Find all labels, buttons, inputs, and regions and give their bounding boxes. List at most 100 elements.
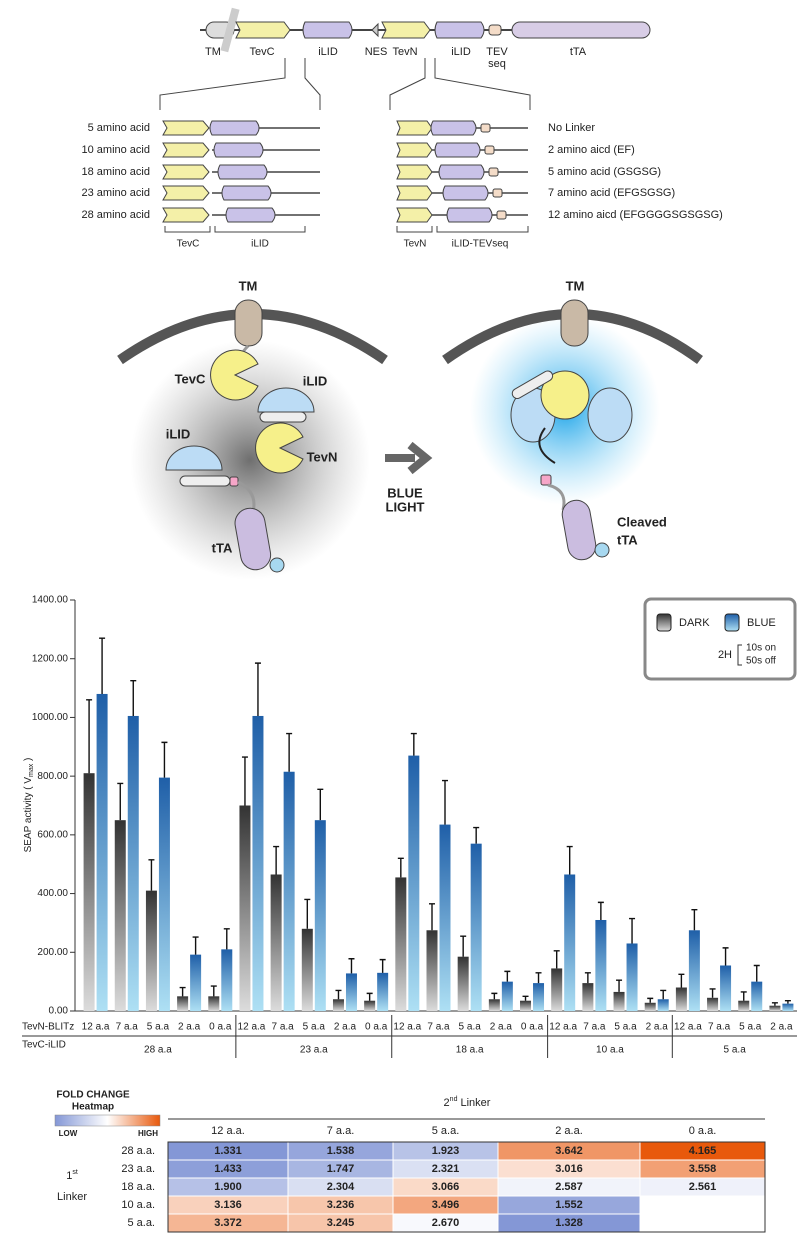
bar (675, 987, 687, 1011)
error-bar (335, 989, 342, 1000)
bar (314, 820, 326, 1011)
bar (332, 999, 344, 1011)
bar (457, 956, 469, 1011)
linker-construct (396, 142, 528, 158)
cell-value: 2.670 (432, 1217, 460, 1229)
cell-value: 2.321 (432, 1163, 460, 1175)
color-scale (54, 1114, 161, 1127)
construct-label: iLID (451, 46, 471, 58)
scale-high: HIGH (138, 1129, 158, 1138)
y-tick-label: 400.00 (37, 888, 68, 899)
linker-label: 10 amino acid (82, 144, 151, 156)
error-bar (429, 903, 435, 931)
x-tick-label: 7 a.a (708, 1022, 731, 1033)
y-tick-label: 1400.00 (32, 595, 69, 606)
x-tick-label: 2 a.a (770, 1022, 793, 1033)
x-tick-label: 5 a.a (147, 1022, 170, 1033)
cell-value: 3.236 (327, 1199, 355, 1211)
bar (501, 981, 513, 1011)
bar (551, 968, 563, 1011)
linker-construct (162, 120, 320, 136)
cartoon-label: iLID (166, 426, 191, 441)
y-tick-label: 1200.00 (32, 653, 69, 664)
bar (377, 972, 389, 1011)
cell-value: 3.372 (214, 1217, 242, 1229)
error-bar (473, 826, 480, 844)
linker-construct (162, 164, 320, 180)
error-bar (304, 898, 311, 929)
bracket (396, 226, 433, 233)
error-bar (566, 845, 573, 875)
column-label: 12 a.a. (211, 1125, 245, 1137)
bar (644, 1002, 656, 1011)
bar (96, 693, 108, 1011)
y-axis-label: SEAP activity ( Vmax ) (23, 758, 35, 853)
bar (439, 824, 451, 1011)
heatmap-title: FOLD CHANGE (56, 1090, 130, 1101)
error-bar (317, 788, 324, 821)
bar (533, 983, 545, 1011)
cartoon-label: TM (566, 278, 585, 293)
bar (345, 973, 357, 1011)
bar (595, 919, 607, 1011)
error-bar (210, 985, 217, 997)
arrow-label: BLUE (387, 485, 423, 500)
legend-box (643, 597, 797, 681)
x-tick-label: 7 a.a (116, 1022, 139, 1033)
error-bar (117, 782, 124, 821)
error-bar (660, 989, 667, 1000)
y-tick-label: 1000.00 (32, 712, 69, 723)
error-bar (709, 988, 716, 998)
bar (127, 715, 139, 1011)
error-bar (286, 732, 293, 772)
group-label: 10 a.a (596, 1045, 624, 1056)
x-tick-label: 12 a.a (82, 1022, 110, 1033)
bar (564, 874, 576, 1011)
error-bar (179, 986, 186, 997)
bar (252, 715, 264, 1011)
x-tick-label: 12 a.a (674, 1022, 702, 1033)
x-tick-label: 5 a.a (614, 1022, 637, 1033)
error-bar (99, 637, 106, 694)
error-bar (491, 992, 498, 1000)
error-bar (691, 909, 698, 931)
row-label: TevC-iLID (22, 1040, 66, 1051)
row-label: 5 a.a. (127, 1217, 155, 1229)
linker-construct (162, 185, 320, 201)
error-bar (753, 964, 760, 982)
cell-value: 1.433 (214, 1163, 242, 1175)
error-bar (678, 973, 685, 988)
bar (208, 996, 220, 1011)
linker-label: 5 amino acid (88, 122, 150, 134)
bar (270, 874, 282, 1011)
bracket (214, 226, 306, 233)
bar (738, 1000, 750, 1011)
column-label: 2 a.a. (555, 1125, 583, 1137)
error-bar (460, 935, 467, 957)
legend-note: 50s off (746, 656, 776, 667)
bar (190, 954, 202, 1011)
x-tick-label: 0 a.a (521, 1022, 544, 1033)
cartoon-label: TevN (307, 449, 338, 464)
error-bar (366, 992, 373, 1001)
error-bar (223, 928, 230, 950)
bar (488, 999, 500, 1011)
bar (145, 890, 157, 1011)
bar (720, 965, 732, 1011)
cell-value: 1.331 (214, 1145, 242, 1157)
linker-construct (162, 142, 320, 158)
error-bar (130, 680, 137, 716)
heatmap-subtitle: Heatmap (72, 1102, 114, 1113)
x-tick-label: 12 a.a (549, 1022, 577, 1033)
bar (221, 949, 233, 1011)
bar (239, 805, 251, 1011)
x-tick-label: 7 a.a (427, 1022, 450, 1033)
error-bar (616, 979, 623, 992)
bar (470, 843, 482, 1011)
error-bar (273, 845, 280, 875)
error-bar (584, 972, 591, 984)
bracket (164, 226, 211, 233)
linker-label: 7 amino acid (EFGSGSG) (548, 187, 675, 199)
